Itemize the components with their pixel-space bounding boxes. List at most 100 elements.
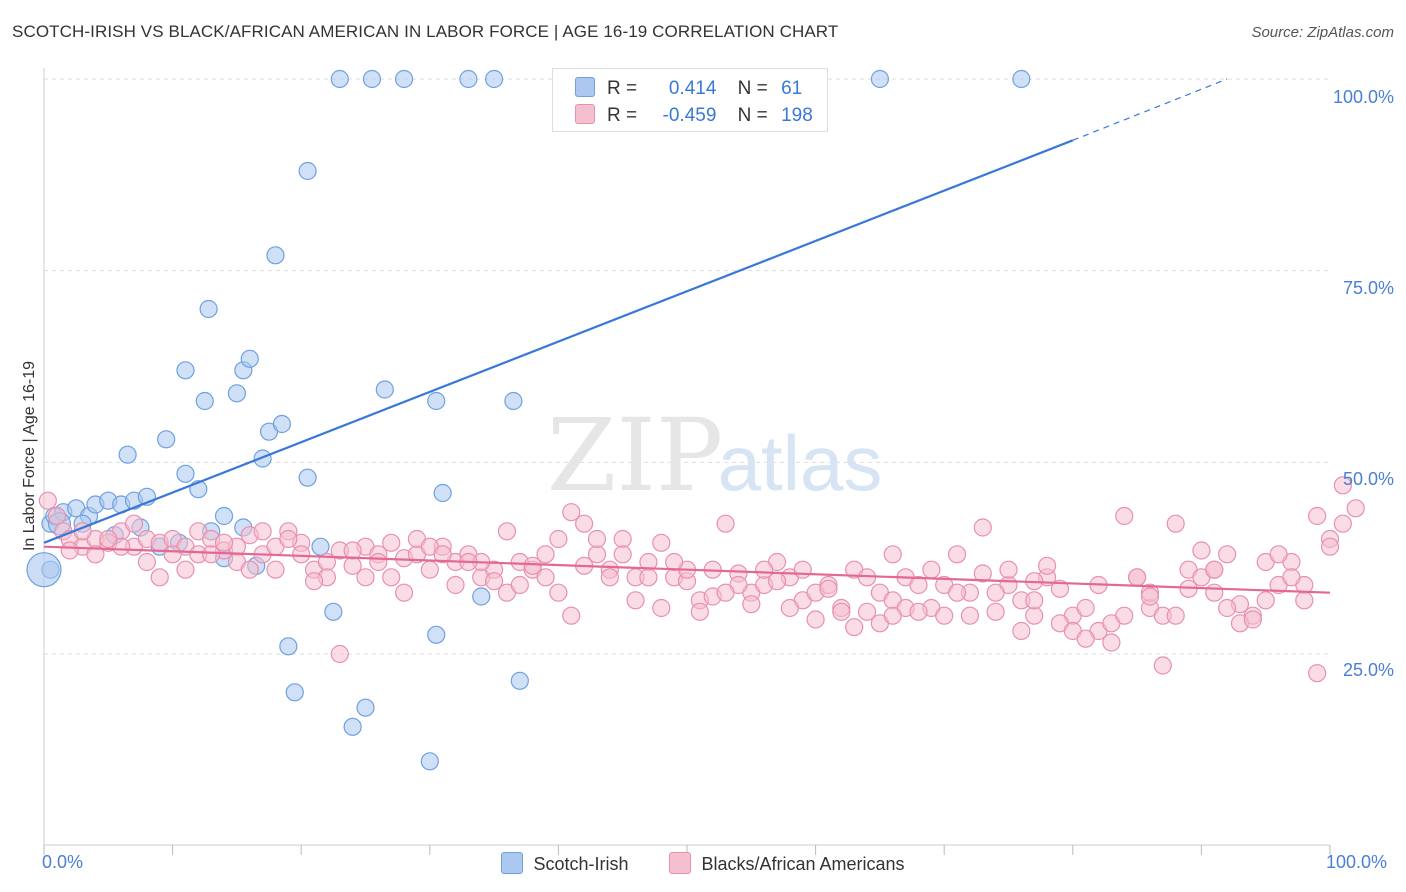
black-point <box>549 583 568 602</box>
scotch-irish-trend-line <box>43 139 1074 544</box>
black-point <box>1025 606 1044 625</box>
scotch-irish-point <box>199 299 218 319</box>
black-point <box>845 618 864 637</box>
black-point <box>202 545 221 564</box>
black-point <box>973 518 992 537</box>
black-point <box>1012 621 1031 641</box>
black-point <box>420 560 439 579</box>
black-point <box>1218 545 1237 564</box>
black-point <box>716 583 735 602</box>
black-point <box>137 552 156 572</box>
black-point <box>214 533 234 552</box>
black-point <box>60 541 79 560</box>
x-tick-label-min: 0.0% <box>42 852 84 872</box>
black-point <box>947 583 967 602</box>
black-point <box>510 575 529 595</box>
black-point <box>1025 591 1044 610</box>
black-point <box>793 560 812 579</box>
black-point <box>652 598 671 618</box>
black-point <box>1333 514 1352 533</box>
legend-row-black: R = -0.459 N = 198 <box>575 104 813 127</box>
legend-swatch-pink <box>575 104 595 124</box>
black-point <box>536 568 555 587</box>
black-point <box>909 602 928 621</box>
black-point <box>1256 591 1275 610</box>
black-point <box>922 560 941 579</box>
scotch-irish-point <box>195 391 214 411</box>
scotch-irish-point <box>227 384 246 403</box>
scotch-irish-point <box>510 671 529 690</box>
black-point <box>485 572 504 591</box>
scotch-irish-point <box>240 349 259 368</box>
black-point <box>1205 560 1224 579</box>
legend-row-scotch-irish: R = 0.414 N = 61 <box>575 77 802 100</box>
black-point <box>600 568 619 587</box>
scotch-irish-trend-line-extension <box>1072 78 1228 141</box>
black-point <box>973 564 992 583</box>
black-point <box>279 529 298 549</box>
black-point <box>150 568 169 587</box>
scotch-irish-point <box>343 717 362 736</box>
black-point <box>394 583 414 602</box>
black-point <box>124 514 144 533</box>
y-tick-label: 100.0% <box>1332 87 1394 107</box>
series-legend: Scotch-Irish Blacks/African Americans <box>0 852 1406 875</box>
black-point <box>330 644 349 664</box>
black-point <box>1192 541 1211 560</box>
black-point <box>1050 579 1070 598</box>
legend-r-label: R = <box>607 78 638 99</box>
series-swatch-pink <box>669 852 692 874</box>
black-point <box>176 560 195 579</box>
black-point <box>986 583 1005 602</box>
black-point <box>38 491 57 510</box>
scotch-irish-point <box>362 69 382 89</box>
black-point <box>935 606 954 625</box>
black-point <box>523 556 542 575</box>
scotch-irish-point <box>394 69 414 89</box>
scotch-irish-point <box>330 69 349 89</box>
black-point <box>690 602 709 621</box>
black-point <box>613 545 632 564</box>
black-point <box>626 591 645 610</box>
black-point <box>1320 537 1340 556</box>
scotch-irish-point <box>214 506 234 526</box>
black-point <box>1346 499 1365 518</box>
scotch-irish-point <box>272 414 292 434</box>
black-point <box>304 572 324 591</box>
black-point <box>999 560 1018 579</box>
watermark-atlas: atlas <box>718 419 883 507</box>
scotch-irish-point <box>433 483 452 503</box>
series-name: Blacks/African Americans <box>701 854 905 874</box>
scotch-irish-point <box>279 637 298 656</box>
series-legend-black: Blacks/African Americans <box>669 852 905 875</box>
black-point <box>163 545 182 564</box>
black-point <box>292 545 311 564</box>
legend-n-label: N = <box>737 105 768 126</box>
scotch-irish-point <box>324 602 343 621</box>
scotch-irish-point <box>504 391 523 411</box>
legend-r-value: -0.459 <box>662 105 717 126</box>
black-point <box>369 552 388 572</box>
correlation-legend: R = 0.414 N = 61 R = -0.459 N = 198 <box>552 68 828 132</box>
black-point <box>1218 598 1237 618</box>
black-point <box>857 602 877 621</box>
scotch-irish-point-large <box>26 552 62 588</box>
black-point <box>960 606 980 625</box>
black-point <box>1269 545 1288 564</box>
scotch-irish-point <box>176 464 195 483</box>
black-point <box>1140 587 1160 606</box>
black-point <box>433 545 452 564</box>
black-point <box>575 514 594 533</box>
black-point <box>382 533 401 552</box>
chart-source: Source: ZipAtlas.com <box>1251 24 1394 41</box>
black-point <box>356 568 375 587</box>
black-point <box>446 575 465 595</box>
legend-r-value: 0.414 <box>668 78 717 99</box>
scotch-irish-point <box>472 587 491 606</box>
black-point <box>665 552 684 572</box>
black-point <box>86 545 105 564</box>
black-point <box>240 560 259 579</box>
scotch-irish-point <box>157 430 176 449</box>
scotch-irish-point <box>1012 69 1031 89</box>
scotch-irish-point <box>176 361 195 380</box>
